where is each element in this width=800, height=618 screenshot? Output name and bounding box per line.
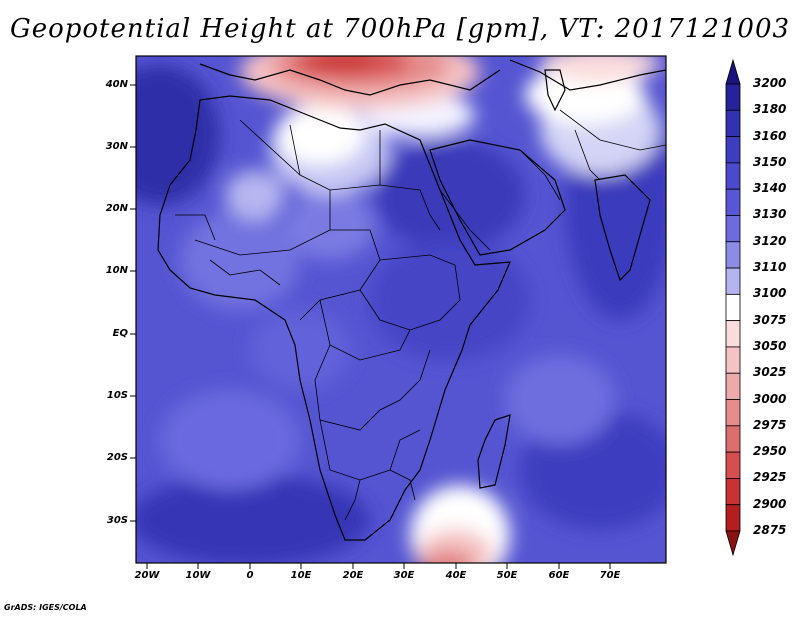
coastline-outline bbox=[157, 59, 666, 541]
lat-label-eq: EQ bbox=[112, 328, 128, 339]
colorbar-level-label: 2975 bbox=[753, 417, 787, 432]
colorbar-bin bbox=[725, 241, 741, 269]
colorbar-bin bbox=[725, 504, 741, 532]
lon-label-30e: 30E bbox=[393, 570, 415, 581]
colorbar-top-arrow bbox=[725, 58, 741, 85]
lat-label-30n: 30N bbox=[105, 141, 128, 152]
colorbar-level-label: 3050 bbox=[753, 338, 787, 353]
lat-label-30s: 30S bbox=[106, 515, 128, 526]
lon-label-50e: 50E bbox=[496, 570, 518, 581]
lat-label-20s: 20S bbox=[106, 452, 128, 463]
colorbar-level-label: 3025 bbox=[753, 365, 787, 380]
colorbar-bin bbox=[725, 478, 741, 506]
lat-label-40n: 40N bbox=[105, 79, 128, 90]
map-title: Geopotential Height at 700hPa [gpm], VT:… bbox=[9, 14, 791, 44]
lon-label-60e: 60E bbox=[548, 570, 570, 581]
colorbar-bin bbox=[725, 346, 741, 374]
lat-label-10n: 10N bbox=[105, 265, 128, 276]
country-borders bbox=[175, 109, 666, 521]
height-field bbox=[136, 56, 666, 563]
colorbar-level-label: 2875 bbox=[753, 523, 787, 537]
colorbar-level-label: 3140 bbox=[753, 181, 787, 196]
colorbar-bin bbox=[725, 451, 741, 479]
colorbar-bin bbox=[725, 83, 741, 111]
colorbar-bin bbox=[725, 372, 741, 400]
colorbar-level-label: 3100 bbox=[753, 286, 787, 301]
colorbar-bin bbox=[725, 320, 741, 348]
lon-label-20e: 20E bbox=[342, 570, 364, 581]
colorbar-level-label: 3150 bbox=[753, 154, 787, 169]
colorbar-level-label: 2900 bbox=[753, 496, 787, 511]
colorbar-level-label: 3000 bbox=[753, 391, 787, 406]
credit-text: GrADS: IGES/COLA bbox=[4, 603, 87, 612]
lat-label-10s: 10S bbox=[106, 390, 128, 401]
colorbar-bin bbox=[725, 136, 741, 164]
colorbar-bin bbox=[725, 188, 741, 216]
lon-label-20w: 20W bbox=[134, 570, 160, 581]
colorbar-level-label: 3110 bbox=[753, 260, 787, 275]
lon-label-70e: 70E bbox=[599, 570, 621, 581]
map-frame bbox=[135, 55, 667, 564]
lon-label-10e: 10E bbox=[290, 570, 312, 581]
lon-label-0: 0 bbox=[246, 570, 254, 581]
colorbar-level-label: 3180 bbox=[753, 102, 787, 117]
colorbar-level-label: 3075 bbox=[753, 312, 787, 327]
lon-label-40e: 40E bbox=[445, 570, 467, 581]
colorbar-bin bbox=[725, 425, 741, 453]
colorbar-level-label: 3120 bbox=[753, 233, 787, 248]
axis-ticks bbox=[130, 84, 611, 569]
colorbar-level-label: 3160 bbox=[753, 128, 787, 143]
lon-label-10w: 10W bbox=[185, 570, 211, 581]
colorbar-level-label: 2950 bbox=[753, 444, 787, 459]
colorbar-bin bbox=[725, 109, 741, 137]
lat-label-20n: 20N bbox=[105, 203, 128, 214]
colorbar-level-label: 3130 bbox=[753, 207, 787, 222]
colorbar-bin bbox=[725, 215, 741, 243]
colorbar-bin bbox=[725, 399, 741, 427]
colorbar-level-label: 2925 bbox=[753, 470, 787, 485]
colorbar bbox=[725, 58, 741, 557]
colorbar-bottom-arrow bbox=[725, 530, 741, 557]
colorbar-bin bbox=[725, 162, 741, 190]
colorbar-bin bbox=[725, 293, 741, 322]
colorbar-level-label: 3200 bbox=[753, 76, 787, 90]
colorbar-bin bbox=[725, 267, 741, 295]
